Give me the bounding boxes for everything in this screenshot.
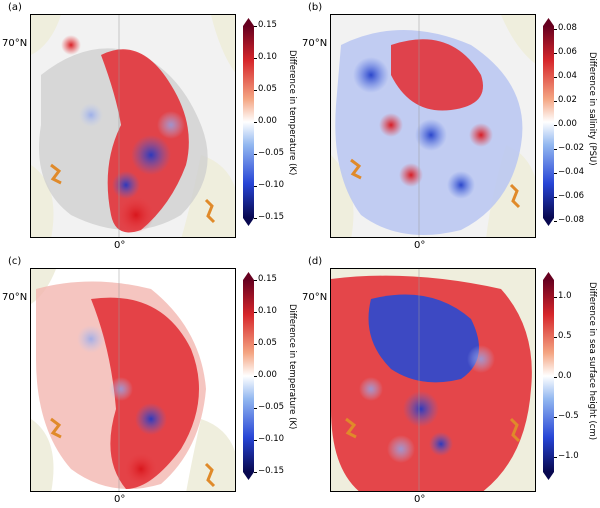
- tick-label: 0.10: [254, 306, 277, 316]
- latitude-label: 70°N: [302, 292, 328, 303]
- tick-label: 0.02: [554, 95, 577, 105]
- tick-label: 0.5: [554, 331, 572, 341]
- tick-label: 0.15: [254, 274, 277, 284]
- map-d: [330, 268, 536, 492]
- tick-label: −0.08: [553, 215, 585, 225]
- tick-label: −0.04: [553, 167, 585, 177]
- longitude-label: 0°: [114, 494, 126, 505]
- latitude-label: 70°N: [2, 292, 28, 303]
- map-a: [30, 14, 236, 238]
- map-b: [330, 14, 536, 238]
- colorbar: [543, 18, 554, 226]
- tick-label: −0.15: [253, 212, 285, 222]
- tick-label: 0.15: [254, 20, 277, 30]
- tick-label: 0.00: [254, 370, 277, 380]
- tick-label: 0.05: [254, 338, 277, 348]
- panel-label: (d): [308, 256, 323, 267]
- panel-c: (c) 70°N 0° 0.15 0.10 0.05 0.00 −0.05 −0…: [0, 254, 300, 508]
- tick-label: −0.15: [253, 466, 285, 476]
- temperature-difference-map: [31, 15, 235, 237]
- tick-label: 0.00: [254, 116, 277, 126]
- tick-label: 1.0: [554, 291, 572, 301]
- tick-label: 0.05: [254, 84, 277, 94]
- tick-label: 0.04: [554, 71, 577, 81]
- tick-label: −0.02: [553, 143, 585, 153]
- panel-a: (a) 70°N 0° 0.15 0.10 0.05 0: [0, 0, 300, 254]
- temperature-difference-map: [31, 269, 235, 491]
- latitude-label: 70°N: [302, 38, 328, 49]
- tick-label: −0.06: [553, 191, 585, 201]
- panel-d: (d) 70°N 0° 1.0 0.5 0.0 −0.5 −1.0 Differ…: [300, 254, 600, 508]
- tick-label: −0.05: [253, 402, 285, 412]
- colorbar-label: Difference in sea surface height (cm): [587, 282, 597, 441]
- colorbar-label: Difference in temperature (K): [287, 50, 297, 176]
- map-c: [30, 268, 236, 492]
- salinity-difference-map: [331, 15, 535, 237]
- tick-label: 0.00: [554, 119, 577, 129]
- panel-b: (b) 70°N 0° 0.08 0.06 0.04 0.02: [300, 0, 600, 254]
- tick-label: −0.5: [554, 411, 579, 421]
- tick-label: 0.08: [554, 23, 577, 33]
- tick-label: −0.10: [253, 434, 285, 444]
- colorbar-label: Difference in temperature (K): [287, 304, 297, 430]
- tick-label: −0.10: [253, 180, 285, 190]
- panel-label: (a): [8, 2, 22, 13]
- tick-label: −1.0: [554, 451, 579, 461]
- tick-label: 0.06: [554, 47, 577, 57]
- longitude-label: 0°: [414, 494, 426, 505]
- colorbar: [243, 18, 254, 226]
- colorbar: [243, 272, 254, 480]
- panel-label: (b): [308, 2, 323, 13]
- tick-label: −0.05: [253, 148, 285, 158]
- longitude-label: 0°: [414, 240, 426, 251]
- panel-label: (c): [8, 256, 22, 267]
- tick-label: 0.10: [254, 52, 277, 62]
- latitude-label: 70°N: [2, 38, 28, 49]
- longitude-label: 0°: [114, 240, 126, 251]
- colorbar-label: Difference in salinity (PSU): [587, 52, 597, 166]
- tick-label: 0.0: [554, 371, 572, 381]
- sea-surface-height-difference-map: [331, 269, 535, 491]
- colorbar: [543, 272, 554, 480]
